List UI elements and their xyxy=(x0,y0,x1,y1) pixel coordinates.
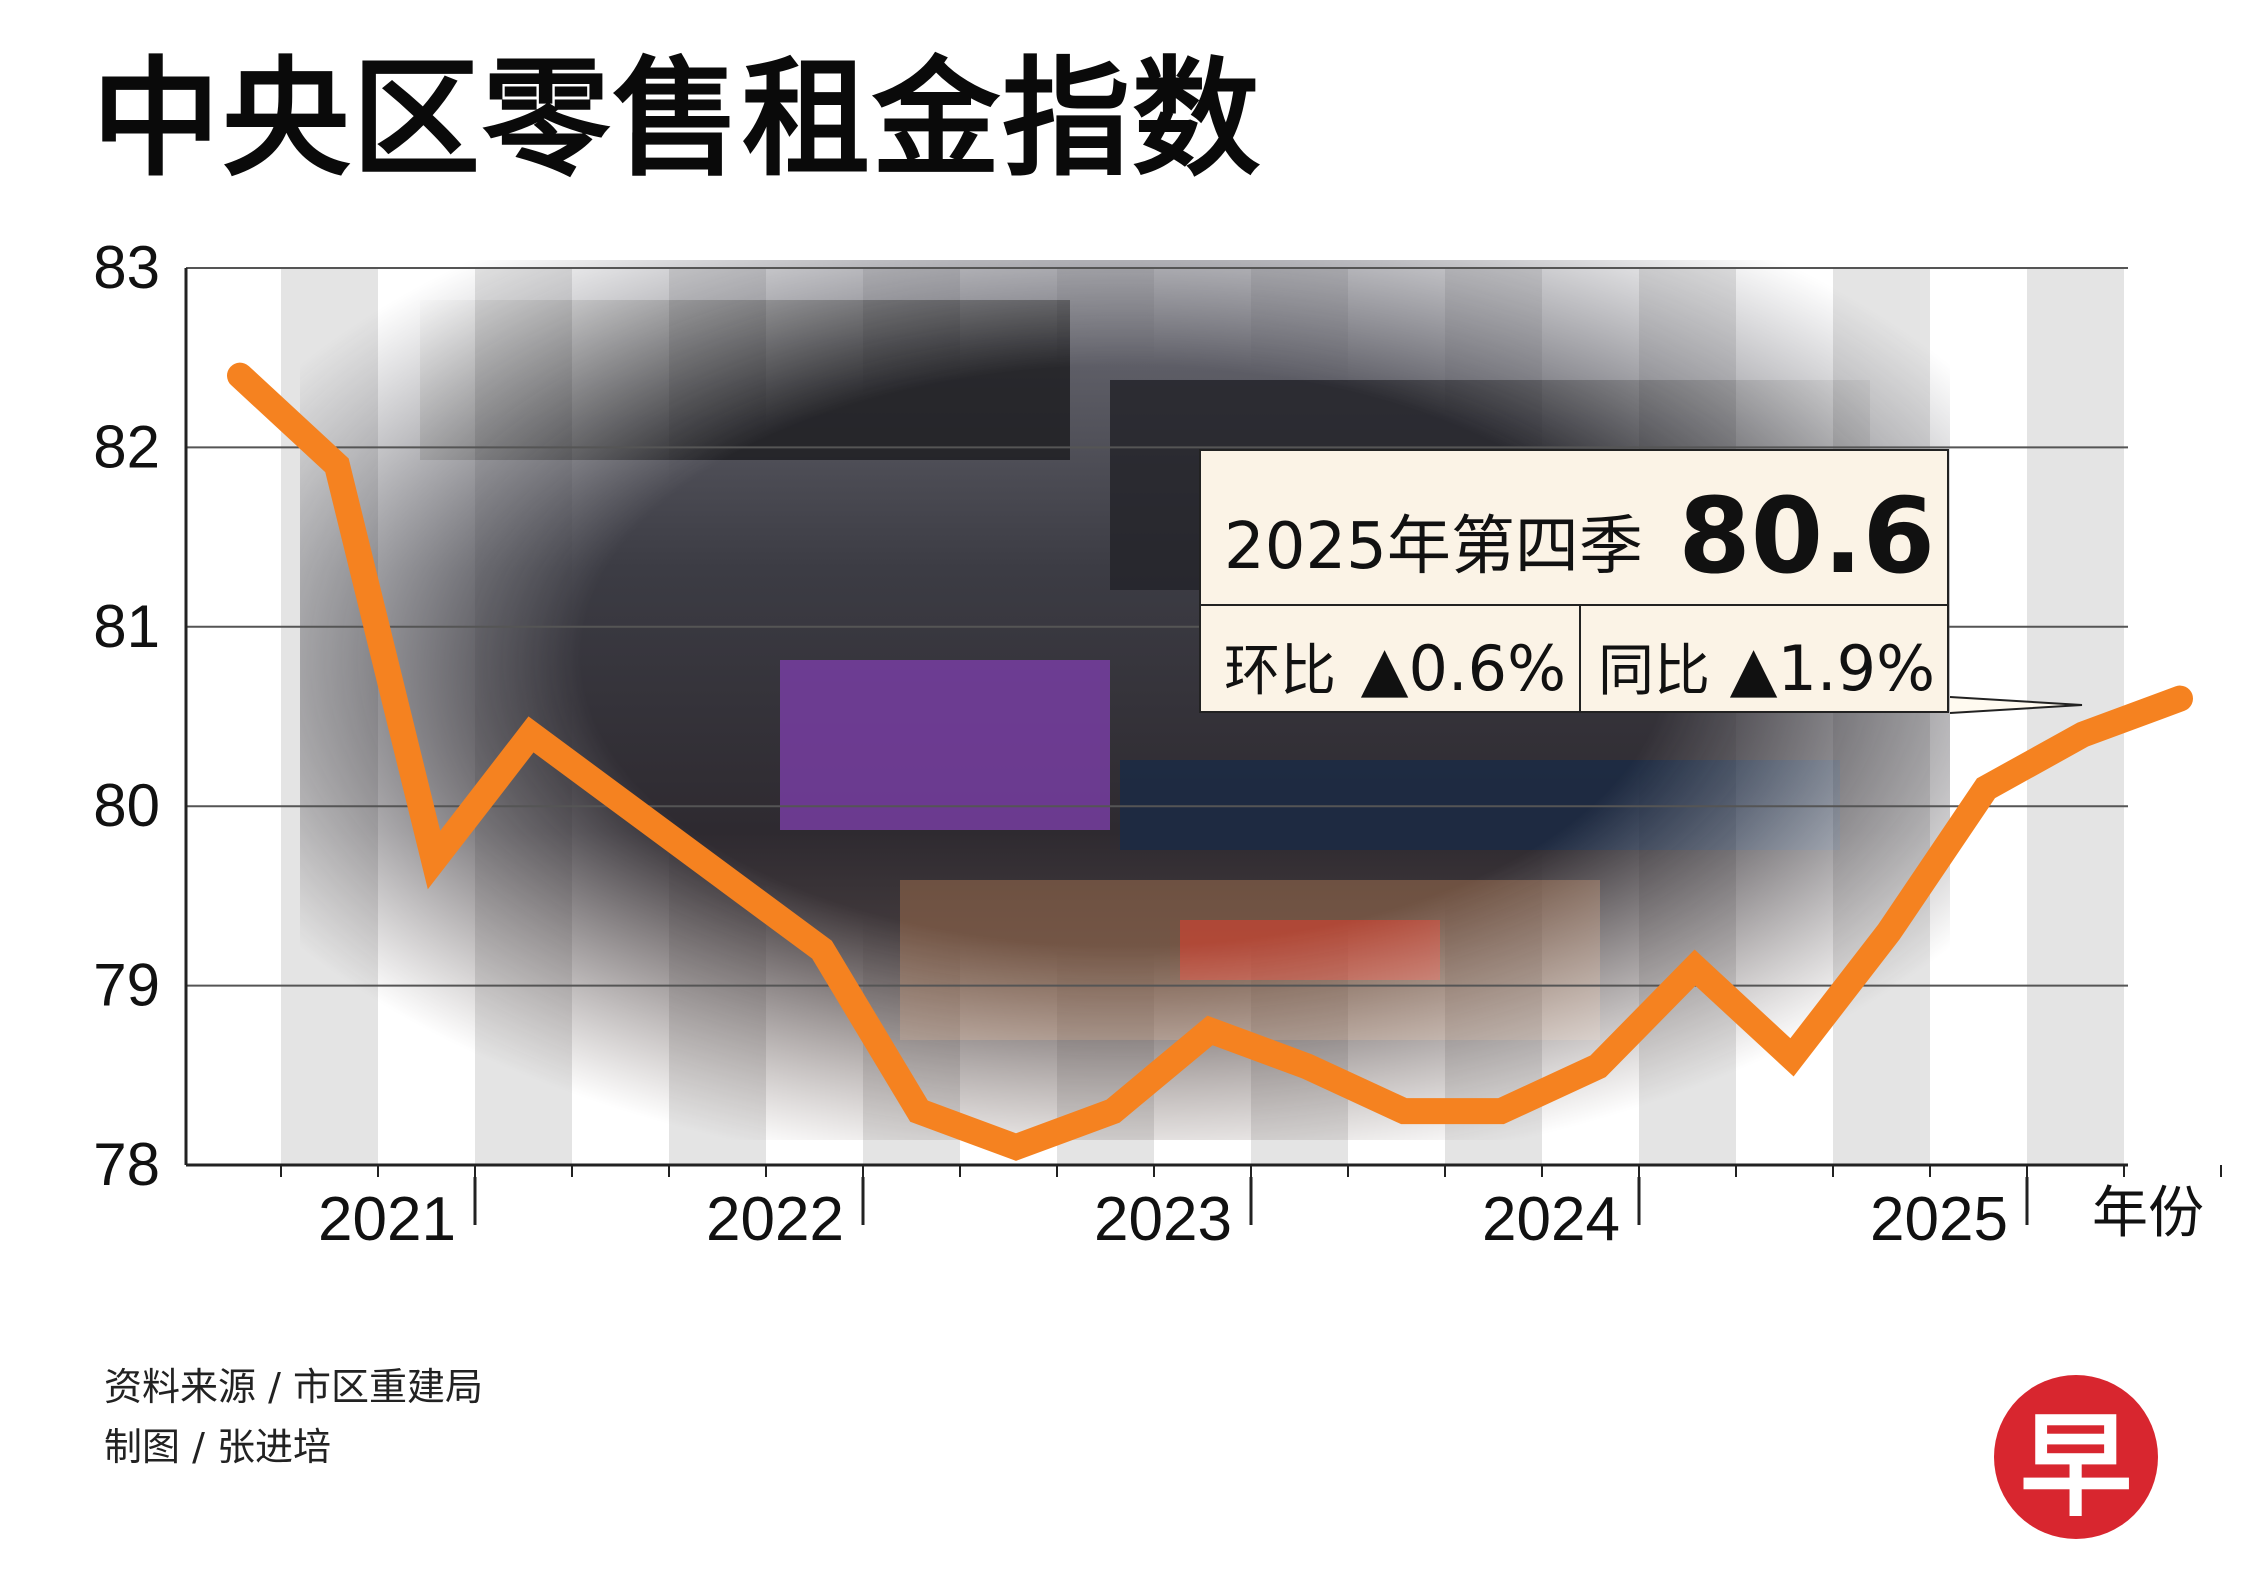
y-tick-label: 78 xyxy=(93,1131,160,1198)
data-point xyxy=(1985,787,1987,790)
y-axis-ticks: 78 79 80 81 82 83 xyxy=(93,234,160,1198)
data-point xyxy=(336,464,338,467)
annotation-main-label: 2025年第四季 xyxy=(1224,510,1643,584)
data-point xyxy=(1791,1056,1793,1059)
x-axis-labels: 2021 2022 2023 2024 2025 年份 xyxy=(318,1181,2204,1254)
data-point xyxy=(1306,1065,1308,1068)
annotation-main-value: 80.6 xyxy=(1678,475,1935,597)
chart-title: 中央区零售租金指数 xyxy=(92,45,1263,194)
x-tick-label: 2023 xyxy=(1094,1185,1232,1254)
y-tick-label: 80 xyxy=(93,772,160,839)
data-point xyxy=(433,859,435,862)
data-point xyxy=(1015,1146,1017,1149)
y-tick-label: 82 xyxy=(93,413,160,480)
x-axis-title: 年份 xyxy=(2092,1181,2204,1246)
y-tick-label: 79 xyxy=(93,952,160,1019)
annotation-yoy-label: 同比 xyxy=(1598,639,1710,704)
data-point xyxy=(2082,733,2084,736)
data-point xyxy=(1888,930,1890,933)
data-point xyxy=(1597,1065,1599,1068)
annotation-qoq-label: 环比 xyxy=(1224,639,1336,704)
annotation-qoq-value: ▲0.6% xyxy=(1361,632,1566,705)
data-point xyxy=(918,1110,920,1113)
grid-lines xyxy=(186,267,2128,1166)
data-point xyxy=(1112,1110,1114,1113)
axes xyxy=(184,268,2222,1225)
annotation-callout: 2025年第四季 80.6 环比 ▲0.6% 同比 ▲1.9% xyxy=(1199,449,2083,714)
series-layer xyxy=(227,362,2193,1161)
source-credit: 资料来源 / 市区重建局 xyxy=(104,1365,483,1409)
y-tick-label: 81 xyxy=(93,593,160,660)
annotation-yoy-value: ▲1.9% xyxy=(1730,632,1935,705)
data-point xyxy=(627,805,629,808)
data-point xyxy=(239,374,241,377)
data-point xyxy=(1209,1029,1211,1032)
logo-glyph: 早 xyxy=(2020,1402,2132,1532)
data-point xyxy=(724,876,726,879)
y-tick-label: 83 xyxy=(93,234,160,301)
x-tick-label: 2021 xyxy=(318,1185,456,1254)
data-point xyxy=(530,733,532,736)
x-tick-label: 2025 xyxy=(1870,1185,2008,1254)
data-point xyxy=(2179,697,2181,700)
x-tick-label: 2024 xyxy=(1482,1185,1620,1254)
callout-pointer xyxy=(1949,696,2083,714)
x-tick-label: 2022 xyxy=(706,1185,844,1254)
data-point xyxy=(821,948,823,951)
data-point xyxy=(1403,1110,1405,1113)
data-point xyxy=(1500,1110,1502,1113)
data-point xyxy=(1694,966,1696,969)
annotation-box xyxy=(1199,449,1949,713)
zaobao-logo: 早 xyxy=(1994,1375,2158,1539)
author-credit: 制图 / 张进培 xyxy=(104,1425,331,1469)
